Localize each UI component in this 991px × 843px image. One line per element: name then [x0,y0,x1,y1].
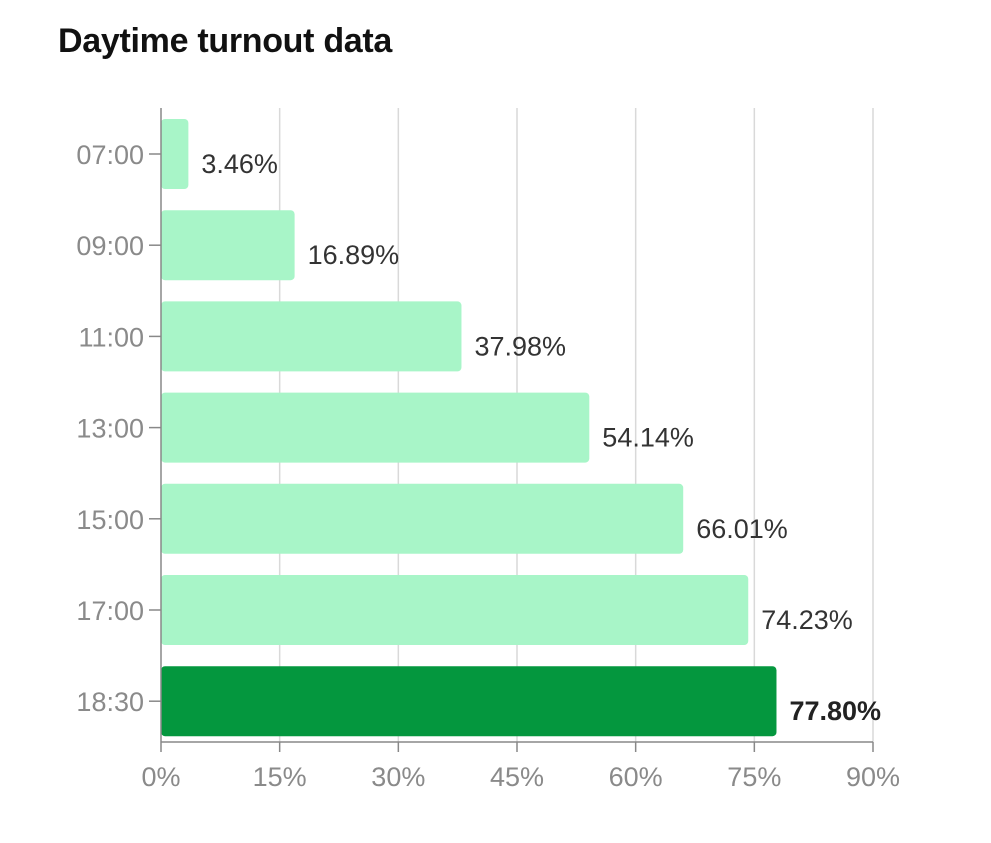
y-tick-label: 09:00 [76,231,144,261]
data-label: 37.98% [474,331,566,361]
data-label: 66.01% [696,514,788,544]
bar-1700 [161,575,749,645]
data-label: 74.23% [761,605,853,635]
x-tick-label: 60% [609,762,663,792]
x-tick-label: 90% [846,762,900,792]
x-tick-label: 15% [253,762,307,792]
data-label: 77.80% [789,696,881,726]
data-label: 3.46% [201,149,278,179]
y-tick-label: 11:00 [78,322,144,352]
y-tick-label: 13:00 [76,414,144,444]
bar-0900 [161,210,295,281]
bar-1830 [161,666,777,737]
x-tick-label: 45% [490,762,544,792]
chart-title: Daytime turnout data [58,22,393,60]
labels: 0% 15% 30% 45% 60% 75% 90% 07:00 3.46% 09:00 16.89… [76,140,900,792]
bar-1500 [161,483,684,554]
data-label: 54.14% [602,423,694,453]
x-tick-label: 0% [141,762,180,792]
bar-0700 [161,119,189,189]
axes [149,108,874,752]
y-tick-label: 17:00 [76,596,144,626]
y-tick-label: 18:30 [76,687,144,717]
data-label: 16.89% [308,240,400,270]
bar-1100 [161,301,462,372]
x-tick-label: 75% [727,762,781,792]
bars [161,119,777,737]
bar-1300 [161,392,590,463]
x-tick-label: 30% [371,762,425,792]
y-tick-label: 07:00 [76,140,144,170]
y-tick-label: 15:00 [76,505,144,535]
